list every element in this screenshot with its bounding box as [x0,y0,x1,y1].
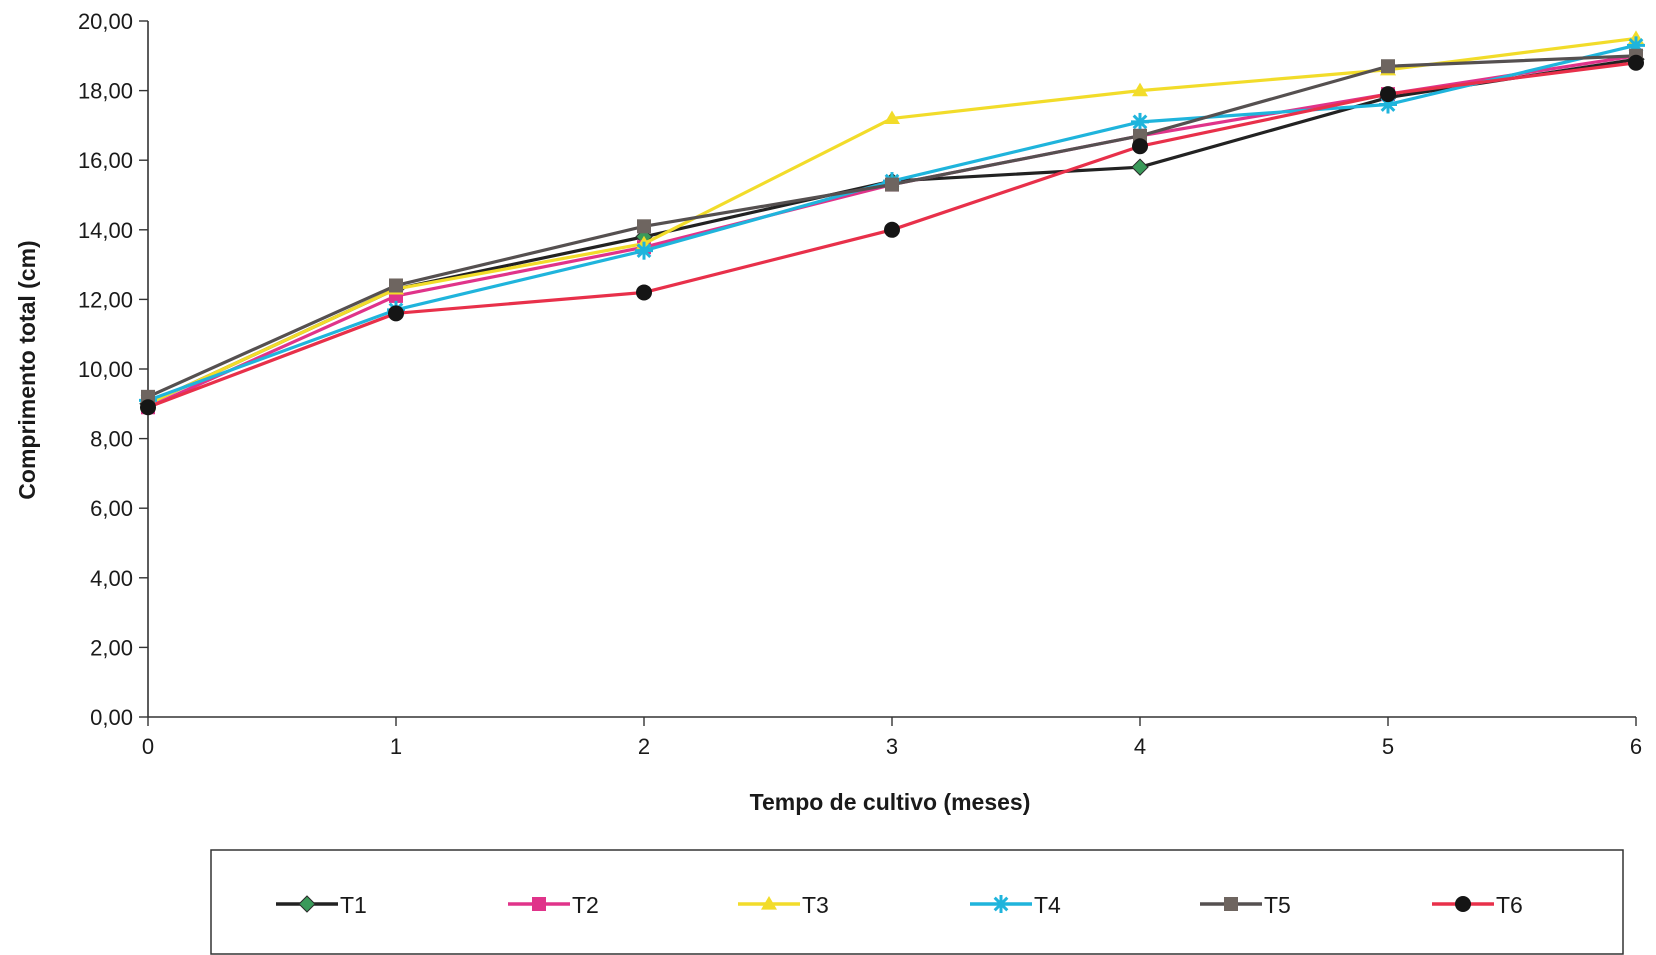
x-tick-label: 1 [390,734,402,759]
y-tick-label: 18,00 [78,79,133,104]
x-tick-label: 0 [142,734,154,759]
data-point [1628,54,1644,71]
legend-item-t5: T5 [1200,892,1291,918]
legend-label: T4 [1034,892,1061,918]
legend-item-t3: T3 [738,892,829,918]
legend-item-t2: T2 [508,892,599,918]
data-point [884,110,900,125]
data-point [1381,59,1395,74]
series-layer [139,30,1645,416]
legend-item-t6: T6 [1432,892,1523,918]
legend-item-t1: T1 [276,892,367,918]
legend-label: T6 [1496,892,1523,918]
x-tick-label: 3 [886,734,898,759]
legend-item-t4: T4 [970,892,1061,918]
x-tick-label: 2 [638,734,650,759]
legend-label: T5 [1264,892,1291,918]
x-tick-label: 6 [1630,734,1642,759]
data-point [1131,158,1149,176]
y-tick-label: 4,00 [90,566,133,591]
data-point [140,399,156,416]
x-axis: 0 1 2 3 4 5 6 [142,716,1642,759]
x-tick-label: 4 [1134,734,1146,759]
data-point [885,177,899,192]
y-tick-label: 8,00 [90,427,133,452]
data-point [532,897,546,911]
y-tick-label: 2,00 [90,635,133,660]
y-axis-title: Comprimento total (cm) [14,240,40,499]
data-point [1455,896,1471,912]
y-tick-label: 20,00 [78,9,133,34]
x-axis-title: Tempo de cultivo (meses) [750,789,1031,815]
data-point [298,895,316,913]
data-point [992,895,1010,913]
y-tick-label: 0,00 [90,705,133,730]
series-t6 [140,54,1644,416]
data-point [389,278,403,293]
data-point [637,219,651,234]
data-point [1132,82,1148,97]
data-point [636,284,652,301]
legend-label: T1 [340,892,367,918]
data-point [1224,897,1238,911]
data-point [388,305,404,322]
data-point [884,221,900,238]
y-axis: 0,00 2,00 4,00 6,00 8,00 10,00 12,00 14,00 16,00… [78,9,149,730]
legend: T1 T2 T3 T4 T5 T6 [210,849,1624,955]
data-point [1132,138,1148,155]
legend-label: T2 [572,892,599,918]
y-tick-label: 14,00 [78,218,133,243]
y-tick-label: 16,00 [78,148,133,173]
y-tick-label: 6,00 [90,496,133,521]
y-tick-label: 10,00 [78,357,133,382]
x-tick-label: 5 [1382,734,1394,759]
data-point [1380,86,1396,103]
data-point [761,896,777,910]
legend-label: T3 [802,892,829,918]
series-t3 [140,30,1644,410]
legend-box [210,849,1624,955]
y-tick-label: 12,00 [78,287,133,312]
data-point [1131,112,1149,131]
data-point [635,241,653,260]
